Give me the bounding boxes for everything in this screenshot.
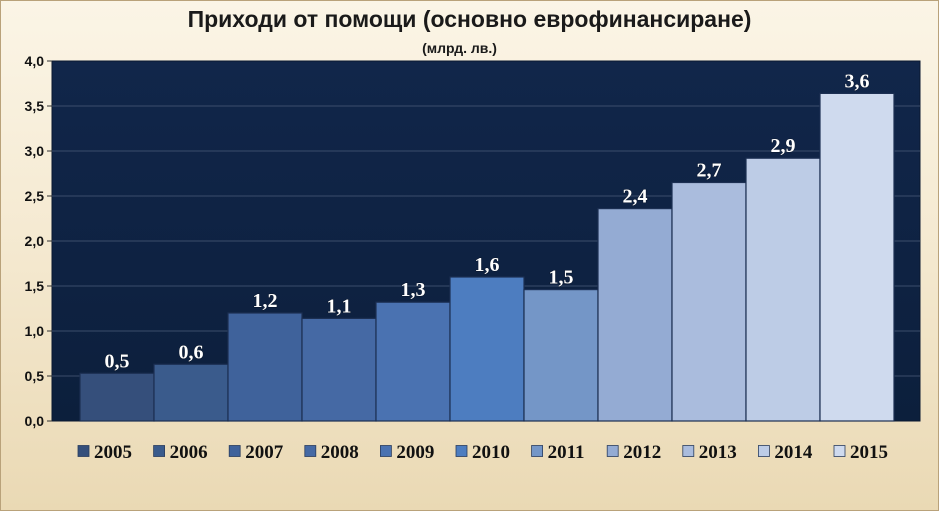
y-tick-label: 2,5	[25, 188, 45, 204]
data-label-2005: 0,5	[105, 350, 130, 372]
legend-swatch-2012	[606, 445, 619, 457]
legend-label-2011: 2011	[548, 442, 585, 463]
data-label-2011: 1,5	[549, 267, 574, 289]
chart-subtitle: (млрд. лв.)	[422, 40, 497, 56]
data-label-2007: 1,2	[253, 290, 278, 312]
bar-2012	[597, 208, 673, 422]
legend-label-2010: 2010	[472, 442, 510, 463]
bar-2010	[449, 276, 525, 422]
data-label-2015: 3,6	[845, 70, 870, 92]
data-label-2009: 1,3	[401, 279, 426, 301]
legend-swatch-2015	[833, 445, 846, 457]
bar-2006	[153, 363, 229, 422]
bar-2013	[671, 181, 747, 422]
legend-label-2006: 2006	[170, 442, 208, 463]
y-tick-label: 1,0	[25, 323, 45, 339]
legend: 2005 2006 2007 2008 2009 2010 2011 2012 2013 2014…	[77, 442, 888, 463]
bar-2008	[301, 317, 377, 422]
bar-2005	[79, 372, 155, 422]
y-tick-label: 0,0	[25, 413, 45, 429]
legend-swatch-2008	[304, 445, 317, 457]
bar-2011	[523, 289, 599, 422]
bar-2014	[745, 157, 821, 422]
legend-swatch-2005	[77, 445, 90, 457]
y-tick-label: 2,0	[25, 233, 45, 249]
legend-swatch-2011	[531, 445, 543, 457]
legend-swatch-2014	[758, 445, 770, 457]
data-label-2014: 2,9	[771, 135, 796, 157]
data-label-2008: 1,1	[327, 295, 352, 317]
y-tick-label: 1,5	[25, 278, 45, 294]
legend-swatch-2006	[153, 445, 166, 457]
legend-label-2009: 2009	[396, 442, 434, 463]
bars	[79, 92, 895, 422]
data-label-2006: 0,6	[179, 341, 204, 363]
data-label-2012: 2,4	[623, 186, 648, 208]
legend-label-2015: 2015	[850, 442, 888, 463]
bar-2015	[819, 92, 895, 422]
legend-label-2013: 2013	[699, 442, 737, 463]
y-axis: 0,0 0,5 1,0 1,5 2,0 2,5 3,0 3,5 4,0	[25, 53, 52, 429]
legend-swatch-2010	[455, 445, 468, 457]
data-label-2010: 1,6	[475, 254, 500, 276]
legend-swatch-2009	[379, 445, 392, 457]
legend-label-2005: 2005	[94, 442, 132, 463]
legend-label-2007: 2007	[245, 442, 284, 463]
bar-2009	[375, 301, 451, 422]
legend-swatch-2013	[682, 445, 695, 457]
legend-label-2014: 2014	[774, 442, 813, 463]
y-tick-label: 0,5	[25, 368, 45, 384]
bar-2007	[227, 312, 303, 422]
y-tick-label: 4,0	[25, 53, 45, 69]
legend-label-2012: 2012	[623, 442, 661, 463]
y-tick-label: 3,0	[25, 143, 45, 159]
legend-swatch-2007	[228, 445, 241, 457]
data-label-2013: 2,7	[697, 160, 722, 182]
legend-label-2008: 2008	[321, 442, 359, 463]
data-labels: 0,5 0,6 1,2 1,1 1,3 1,6 1,5 2,4 2,7 2,9 3,6	[104, 70, 870, 373]
chart-title: Приходи от помощи (основно еврофинансира…	[187, 6, 752, 32]
y-tick-label: 3,5	[25, 98, 45, 114]
